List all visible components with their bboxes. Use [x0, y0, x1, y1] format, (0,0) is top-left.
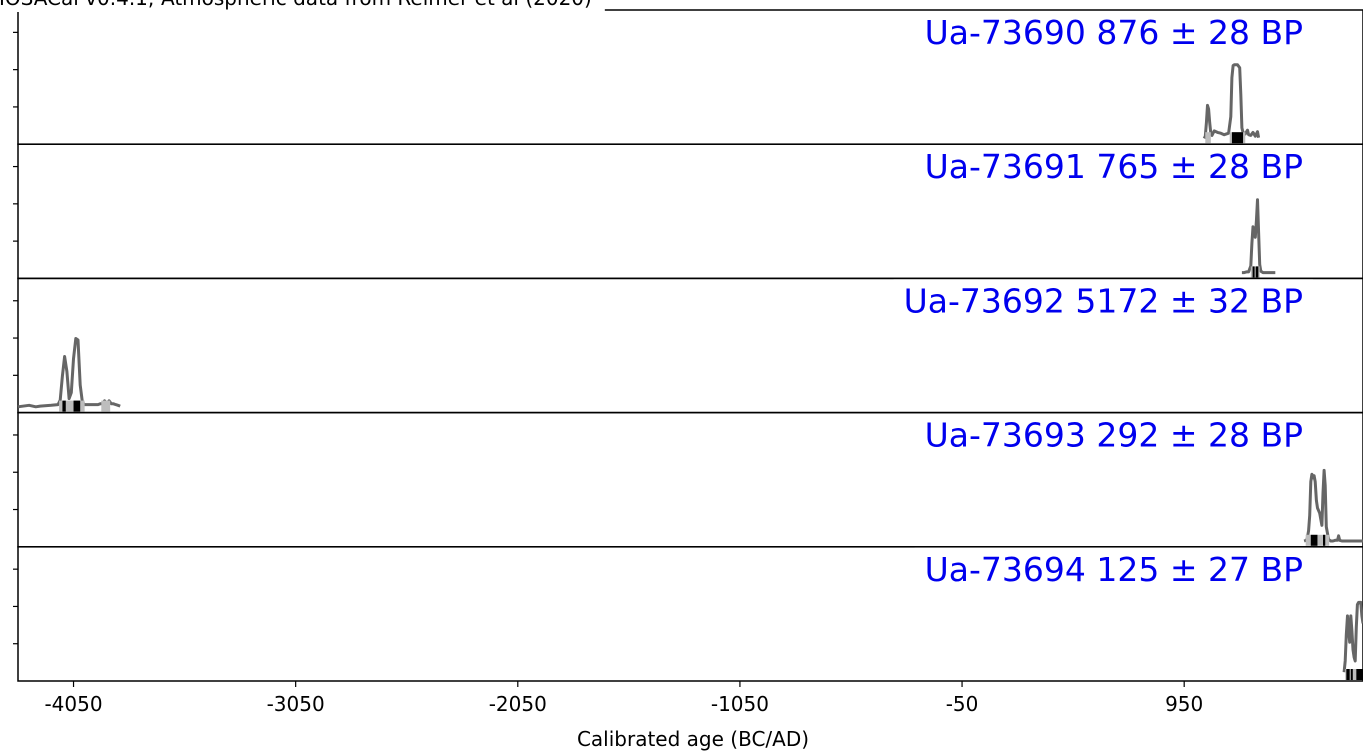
panel-2: Ua-73691 765 ± 28 BP — [13, 143, 1363, 280]
panel-label-bg — [914, 413, 1313, 456]
range-1sigma-bar — [62, 400, 66, 412]
x-tick-label: -2050 — [489, 692, 547, 716]
range-1sigma-bar — [1252, 266, 1255, 278]
x-tick-label: -3050 — [267, 692, 325, 716]
series-curve — [1303, 468, 1363, 543]
range-2sigma-bar — [1205, 132, 1211, 144]
range-1sigma-bar — [1346, 669, 1350, 680]
panel-label: Ua-73694 125 ± 27 BP — [925, 550, 1303, 589]
panel-label: Ua-73690 876 ± 28 BP — [925, 13, 1303, 52]
panel-label: Ua-73691 765 ± 28 BP — [925, 147, 1303, 186]
x-axis: -4050 -3050 -2050 -1050 -50 950 — [44, 681, 1203, 716]
range-2sigma-bar — [59, 400, 85, 412]
series-curve — [1241, 198, 1276, 275]
series-curve — [1202, 63, 1261, 140]
range-1sigma-bar — [1310, 534, 1318, 546]
panel-label: Ua-73693 292 ± 28 BP — [925, 416, 1303, 455]
range-2sigma-bar — [101, 400, 111, 412]
panel-1: Ua-73690 876 ± 28 BP — [13, 9, 1363, 145]
panel-label: Ua-73692 5172 ± 32 BP — [904, 281, 1303, 320]
panel-4: Ua-73693 292 ± 28 BP — [13, 411, 1363, 548]
chart-subtitle: IOSACal v0.4.1; Atmospheric data from Re… — [0, 0, 592, 10]
range-1sigma-bar — [73, 400, 81, 412]
x-tick-label: -1050 — [711, 692, 769, 716]
subtitle-bg — [0, 0, 605, 12]
range-2sigma-bar — [1250, 266, 1260, 278]
x-tick-label: -50 — [946, 692, 979, 716]
x-axis-title: Calibrated age (BC/AD) — [577, 727, 809, 751]
range-1sigma-bar — [1323, 534, 1326, 546]
range-1sigma-bar — [1231, 132, 1244, 144]
range-1sigma-bar — [1255, 266, 1259, 278]
x-tick-label: 950 — [1165, 692, 1203, 716]
range-1sigma-bar — [1350, 669, 1353, 680]
panel-frame — [17, 546, 1363, 682]
panel-3: Ua-73692 5172 ± 32 BP — [13, 277, 1363, 414]
panel-label-bg — [914, 145, 1313, 188]
series-curve — [17, 337, 121, 409]
x-tick-label: -4050 — [44, 692, 102, 716]
panel-label-bg — [914, 11, 1313, 53]
range-1sigma-bar — [1356, 669, 1363, 680]
panel-5: Ua-73694 125 ± 27 BP — [13, 546, 1363, 682]
panel-label-bg — [893, 279, 1313, 322]
panel-label-bg — [914, 547, 1313, 590]
series-curve — [1342, 600, 1363, 673]
range-2sigma-bar — [1345, 669, 1363, 680]
panels-layer: Ua-73690 876 ± 28 BP Ua-73691 765 ± 28 BP… — [0, 0, 1363, 682]
